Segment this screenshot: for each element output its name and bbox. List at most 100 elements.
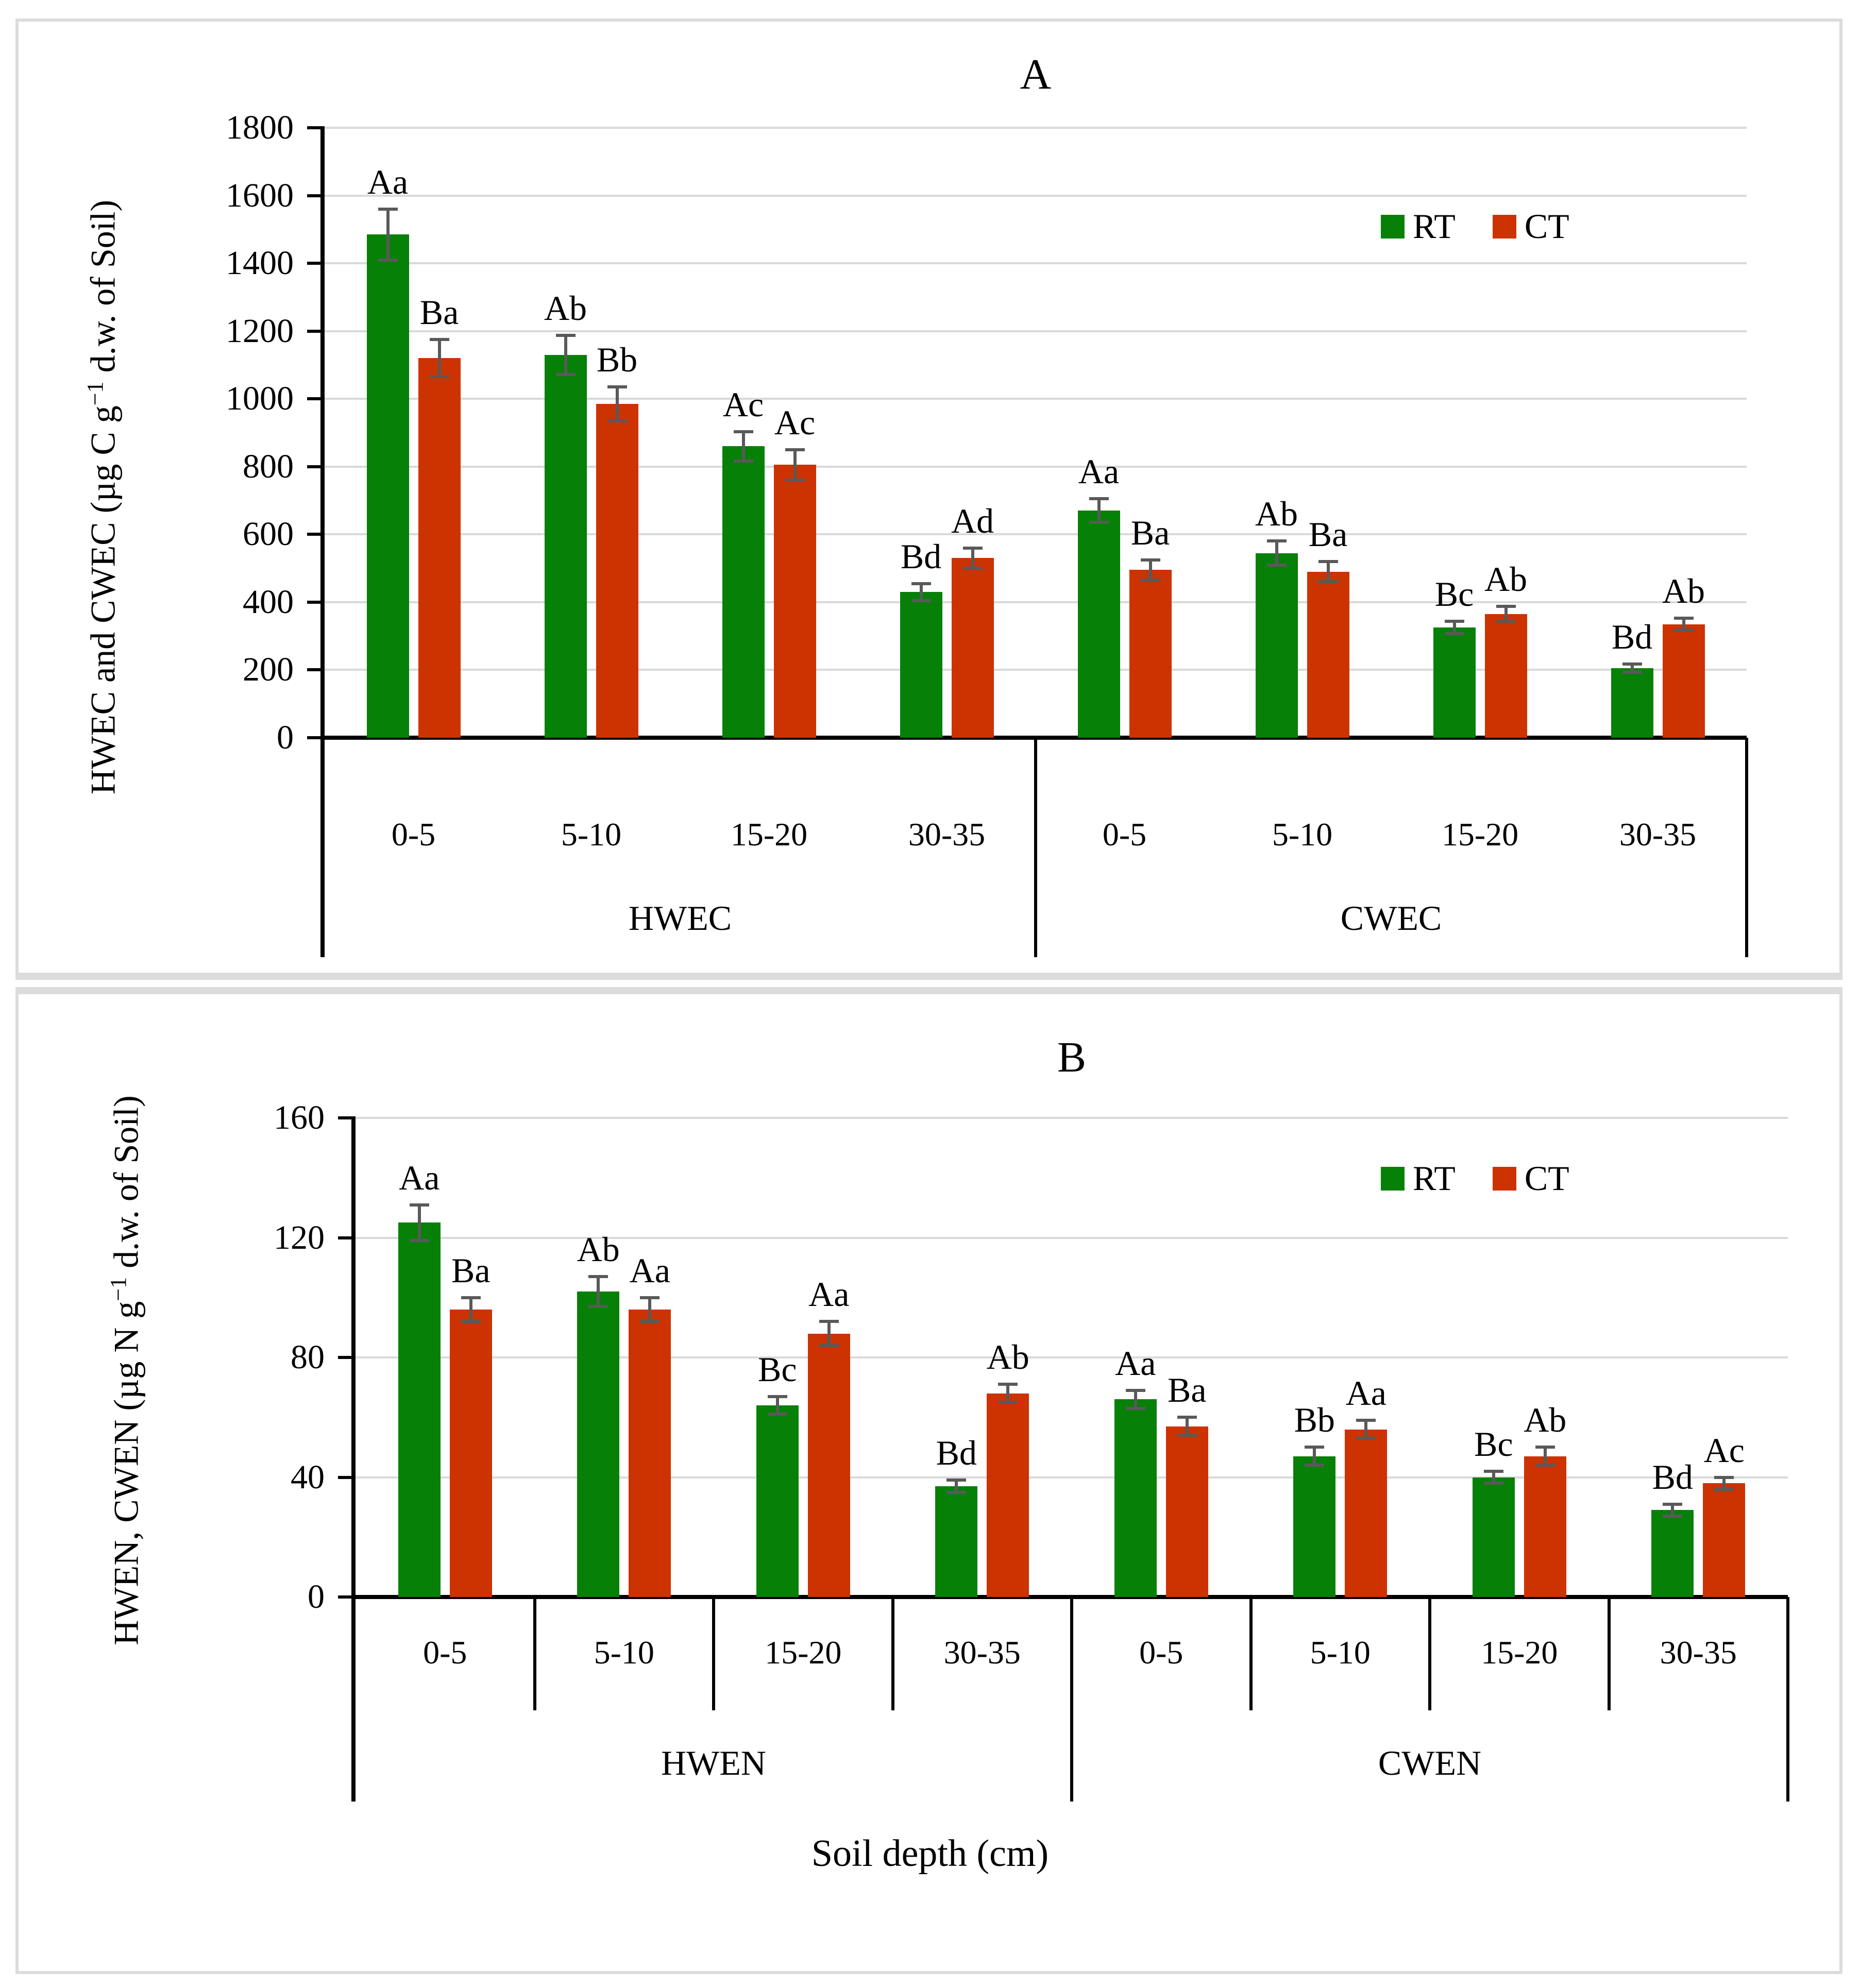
depth-separator: [1428, 1597, 1431, 1710]
error-bar-cap-top: [819, 1320, 839, 1323]
error-bar-CWEN-5-10-RT: [1313, 1447, 1316, 1466]
y-tick-label: 160: [274, 1099, 325, 1136]
sig-letter-HWEC-5-10-RT: Ab: [544, 288, 587, 328]
error-bar-cap-bottom: [1177, 1434, 1197, 1437]
y-axis-line: [351, 1118, 356, 1802]
panel-a-y-axis-label-post: d.w. of Soil): [83, 199, 123, 382]
bar-HWEC-30-35-CT: [951, 558, 994, 738]
depth-label-CWEN-5-10: 5-10: [1310, 1634, 1371, 1671]
error-bar-cap-bottom: [640, 1320, 660, 1323]
error-bar-cap-top: [1140, 558, 1160, 562]
sig-letter-CWEC-15-20-CT: Ab: [1484, 559, 1528, 599]
error-bar-CWEC-15-20-RT: [1452, 621, 1456, 634]
sig-letter-HWEN-15-20-RT: Bc: [757, 1349, 797, 1389]
sig-letter-CWEN-0-5-RT: Aa: [1115, 1343, 1156, 1383]
y-tick-mark-600: [307, 533, 325, 536]
sig-letter-HWEC-30-35-CT: Ad: [951, 501, 994, 540]
error-bar-HWEC-30-35-RT: [919, 583, 923, 601]
gridline-1400: [325, 262, 1747, 265]
y-tick-mark-40: [338, 1475, 356, 1479]
sig-letter-HWEC-0-5-CT: Ba: [419, 293, 459, 332]
bar-HWEC-15-20-CT: [773, 465, 816, 738]
error-bar-cap-bottom: [378, 258, 398, 262]
error-bar-cap-bottom: [461, 1320, 481, 1323]
sig-letter-CWEC-0-5-CT: Ba: [1130, 513, 1170, 552]
sig-letter-CWEN-5-10-RT: Bb: [1294, 1400, 1335, 1440]
bar-HWEN-15-20-CT: [807, 1333, 850, 1597]
gridline-1600: [325, 194, 1747, 197]
error-bar-cap-top: [767, 1395, 787, 1398]
depth-label-HWEN-15-20: 15-20: [765, 1634, 842, 1671]
panel-a-y-axis-label-sup: −1: [82, 381, 108, 406]
bar-CWEC-30-35-RT: [1611, 668, 1653, 738]
error-bar-HWEC-0-5-CT: [437, 339, 441, 377]
error-bar-cap-bottom: [1089, 521, 1109, 524]
legend-panel-a: RT CT: [1381, 206, 1607, 247]
panel-a-frame: [15, 19, 1842, 980]
y-tick-label: 120: [274, 1218, 325, 1256]
group-label-HWEC: HWEC: [628, 898, 732, 938]
bar-CWEN-15-20-RT: [1472, 1477, 1515, 1597]
group-separator: [1070, 1597, 1073, 1802]
legend-panel-b: RT CT: [1381, 1158, 1607, 1199]
error-bar-HWEN-5-10-RT: [597, 1277, 600, 1307]
sig-letter-HWEC-0-5-RT: Aa: [367, 162, 409, 201]
error-bar-cap-top: [429, 338, 449, 342]
y-axis-line: [320, 128, 325, 957]
bar-HWEN-15-20-RT: [756, 1405, 799, 1597]
y-tick-label: 400: [243, 583, 294, 621]
error-bar-cap-top: [378, 207, 398, 211]
group-label-CWEC: CWEC: [1340, 898, 1442, 938]
error-bar-cap-bottom: [911, 599, 931, 602]
sig-letter-CWEC-5-10-CT: Ba: [1308, 514, 1348, 554]
y-tick-mark-400: [307, 600, 325, 604]
bar-HWEC-0-5-RT: [366, 234, 409, 738]
panel-b-y-axis-label-sup: −1: [106, 1277, 131, 1301]
error-bar-cap-bottom: [1356, 1436, 1376, 1440]
error-bar-cap-bottom: [1673, 628, 1694, 632]
y-tick-mark-160: [338, 1116, 356, 1119]
error-bar-HWEC-5-10-RT: [564, 335, 567, 375]
error-bar-cap-top: [1125, 1388, 1145, 1392]
error-bar-CWEC-5-10-RT: [1275, 541, 1278, 565]
error-bar-cap-top: [1305, 1446, 1325, 1449]
error-bar-cap-top: [1673, 616, 1694, 620]
error-bar-CWEC-30-35-RT: [1630, 664, 1634, 673]
depth-label-HWEN-5-10: 5-10: [594, 1634, 654, 1671]
bar-HWEN-30-35-CT: [987, 1393, 1029, 1597]
gridline-80: [356, 1356, 1788, 1358]
gridline-600: [325, 533, 1747, 536]
rt-legend-swatch-icon: [1381, 1166, 1405, 1191]
legend-entry-rt: RT: [1381, 1158, 1456, 1199]
sig-letter-HWEC-15-20-RT: Ac: [722, 385, 764, 424]
error-bar-cap-top: [607, 385, 627, 389]
error-bar-cap-bottom: [1535, 1464, 1555, 1467]
bar-CWEC-5-10-RT: [1255, 553, 1298, 738]
error-bar-cap-top: [1318, 559, 1338, 563]
error-bar-cap-top: [1663, 1502, 1683, 1506]
depth-label-HWEC-5-10: 5-10: [561, 816, 622, 853]
error-bar-HWEN-30-35-RT: [955, 1480, 958, 1492]
error-bar-cap-top: [640, 1296, 660, 1299]
error-bar-cap-bottom: [1496, 620, 1516, 623]
error-bar-HWEN-15-20-CT: [827, 1321, 831, 1346]
error-bar-cap-bottom: [409, 1239, 429, 1243]
depth-label-HWEN-0-5: 0-5: [423, 1634, 467, 1671]
sig-letter-HWEC-30-35-RT: Bd: [900, 536, 942, 576]
error-bar-CWEC-30-35-CT: [1682, 618, 1685, 631]
error-bar-cap-bottom: [1318, 580, 1338, 584]
error-bar-cap-bottom: [1444, 632, 1464, 636]
error-bar-CWEC-15-20-CT: [1504, 606, 1508, 622]
bar-CWEN-30-35-RT: [1651, 1510, 1694, 1597]
error-bar-cap-top: [1622, 662, 1642, 666]
depth-label-CWEC-5-10: 5-10: [1272, 816, 1333, 853]
bar-HWEN-5-10-RT: [577, 1292, 620, 1597]
depth-separator: [712, 1597, 715, 1710]
panel-b-title: B: [1057, 1033, 1087, 1081]
sig-letter-CWEC-15-20-RT: Bc: [1434, 574, 1474, 614]
error-bar-HWEC-5-10-CT: [615, 387, 619, 421]
error-bar-cap-bottom: [1622, 671, 1642, 674]
x-axis-baseline: [320, 736, 1747, 740]
y-tick-label: 1200: [226, 312, 294, 350]
gridline-200: [325, 669, 1747, 671]
